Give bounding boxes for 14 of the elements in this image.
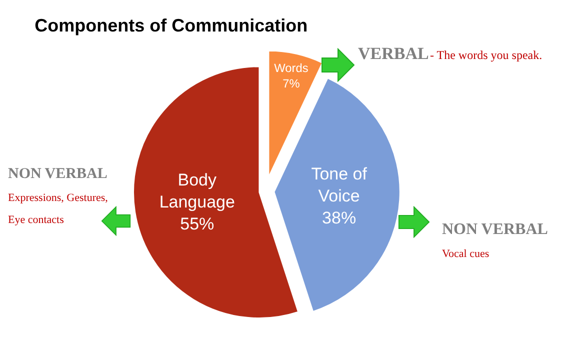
slice-label: Words xyxy=(274,61,308,76)
text: Vocal cues xyxy=(442,248,490,260)
slice-label: Body Language xyxy=(159,170,235,212)
text: - The words you speak. xyxy=(430,48,542,62)
text: VERBAL xyxy=(358,44,429,63)
data-label: 7% xyxy=(282,76,300,91)
data-label: 38% xyxy=(322,208,356,228)
chart-title: Components of Communication xyxy=(34,16,308,36)
text: NON VERBAL xyxy=(442,221,548,238)
text: NON VERBAL xyxy=(8,166,108,182)
text: Eye contacts xyxy=(8,214,64,226)
data-label: 55% xyxy=(180,214,214,234)
text: Expressions, Gestures, xyxy=(8,192,108,204)
slice-label: Tone of Voice xyxy=(311,164,368,206)
